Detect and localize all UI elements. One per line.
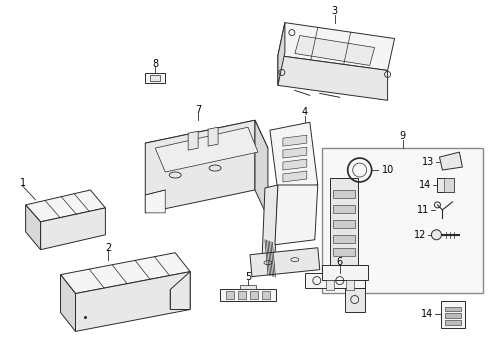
Polygon shape	[270, 122, 318, 192]
Polygon shape	[41, 208, 105, 250]
Polygon shape	[333, 220, 355, 228]
Text: 4: 4	[302, 107, 308, 117]
Polygon shape	[330, 178, 358, 265]
FancyBboxPatch shape	[322, 148, 483, 293]
Polygon shape	[220, 289, 276, 301]
Text: 14: 14	[419, 180, 432, 190]
Text: 11: 11	[417, 205, 429, 215]
Polygon shape	[333, 205, 355, 213]
Text: 10: 10	[382, 165, 394, 175]
Text: 14: 14	[421, 310, 434, 319]
Polygon shape	[226, 291, 234, 298]
Polygon shape	[61, 275, 75, 332]
Polygon shape	[155, 127, 258, 172]
Polygon shape	[61, 253, 190, 293]
Polygon shape	[150, 75, 160, 81]
Polygon shape	[275, 185, 318, 245]
Text: 8: 8	[152, 59, 158, 69]
Polygon shape	[333, 190, 355, 198]
Polygon shape	[445, 314, 462, 319]
Polygon shape	[145, 73, 165, 84]
Polygon shape	[145, 120, 268, 170]
Polygon shape	[255, 120, 268, 218]
Text: 2: 2	[105, 243, 112, 253]
Polygon shape	[262, 291, 270, 298]
Polygon shape	[278, 23, 285, 85]
Polygon shape	[283, 147, 307, 158]
Polygon shape	[283, 171, 307, 182]
Polygon shape	[278, 55, 388, 100]
Text: 1: 1	[20, 178, 25, 188]
Text: 12: 12	[414, 230, 426, 240]
Text: 9: 9	[399, 131, 406, 141]
Polygon shape	[145, 120, 255, 213]
Polygon shape	[326, 280, 334, 289]
Polygon shape	[333, 248, 355, 256]
Polygon shape	[25, 205, 41, 250]
Polygon shape	[145, 190, 165, 213]
Polygon shape	[75, 272, 190, 332]
Text: 6: 6	[337, 257, 343, 267]
Polygon shape	[444, 178, 454, 192]
Polygon shape	[333, 235, 355, 243]
Polygon shape	[295, 36, 375, 66]
Polygon shape	[345, 288, 365, 312]
Polygon shape	[283, 159, 307, 170]
Polygon shape	[441, 301, 466, 328]
Polygon shape	[250, 291, 258, 298]
Polygon shape	[240, 285, 256, 289]
Polygon shape	[188, 131, 198, 150]
Circle shape	[432, 230, 441, 240]
Polygon shape	[278, 23, 394, 71]
Polygon shape	[346, 280, 354, 289]
Polygon shape	[440, 152, 463, 170]
Text: 13: 13	[422, 157, 435, 167]
Polygon shape	[250, 248, 320, 276]
Polygon shape	[208, 127, 218, 146]
Text: 3: 3	[332, 6, 338, 15]
Polygon shape	[305, 273, 365, 288]
Polygon shape	[438, 178, 454, 192]
Polygon shape	[445, 306, 462, 311]
Polygon shape	[283, 135, 307, 146]
Polygon shape	[238, 291, 246, 298]
Polygon shape	[25, 190, 105, 222]
Text: 5: 5	[245, 272, 251, 282]
Text: 7: 7	[195, 105, 201, 115]
Polygon shape	[322, 265, 368, 280]
Polygon shape	[445, 320, 462, 325]
Polygon shape	[170, 272, 190, 310]
Polygon shape	[262, 185, 278, 262]
